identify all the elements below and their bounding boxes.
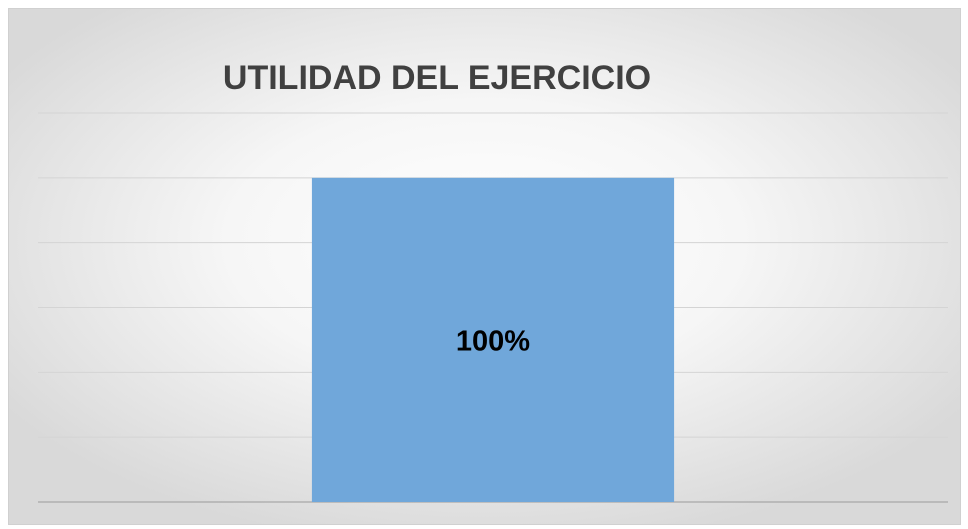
data-label: 100% xyxy=(456,326,530,358)
bar xyxy=(311,177,675,503)
chart-title: UTILIDAD DEL EJERCICIO xyxy=(223,59,651,97)
